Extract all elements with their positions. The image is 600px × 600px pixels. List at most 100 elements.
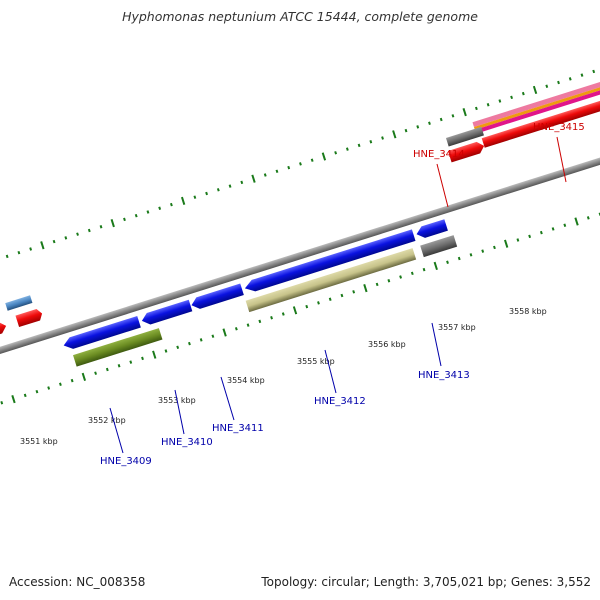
scale-tick-minor (422, 267, 426, 272)
scale-tick-minor (0, 401, 4, 405)
scale-tick-minor (158, 206, 162, 211)
scale-label-3554: 3554 kbp (227, 376, 265, 385)
scale-tick-minor (258, 319, 262, 324)
lightblue-feature[interactable] (5, 295, 33, 311)
scale-tick-minor (457, 256, 461, 261)
scale-tick-minor (188, 341, 191, 346)
scale-tick-major (504, 239, 509, 248)
scale-tick-minor (510, 95, 514, 100)
gene-label-hne-3414[interactable]: HNE_3414 (413, 149, 465, 160)
scale-tick-major (433, 261, 438, 271)
scale-tick-minor (545, 84, 549, 88)
blue-cds-3410[interactable] (140, 299, 193, 327)
scale-tick-minor (586, 216, 590, 220)
gene-label-hne-3410[interactable]: HNE_3410 (161, 437, 213, 448)
scale-tick-minor (568, 77, 572, 81)
scale-tick-minor (528, 234, 532, 239)
scale-tick-minor (317, 301, 320, 305)
scale-tick-minor (428, 121, 431, 125)
red-cds-left-a[interactable] (0, 320, 8, 339)
scale-tick-minor (275, 169, 279, 174)
scale-tick-minor (305, 304, 309, 309)
scale-tick-minor (493, 245, 496, 250)
scale-tick-minor (29, 247, 33, 251)
scale-tick-minor (345, 147, 349, 151)
scale-tick-minor (598, 212, 600, 216)
gray-gene-3413[interactable] (420, 235, 458, 258)
scale-tick-major (574, 217, 579, 226)
gene-label-hne-3409[interactable]: HNE_3409 (100, 456, 152, 467)
scale-tick-minor (580, 73, 584, 77)
scale-tick-minor (17, 250, 21, 255)
genome-summary-label: Topology: circular; Length: 3,705,021 bp… (261, 575, 591, 589)
red-cds-left-b[interactable] (15, 308, 43, 328)
scale-tick-minor (205, 191, 209, 196)
outer-scale-track (5, 69, 596, 259)
scale-tick-minor (129, 360, 133, 364)
scale-tick-minor (76, 232, 79, 236)
scale-tick-minor (299, 162, 302, 166)
scale-tick-minor (246, 323, 250, 327)
scale-tick-minor (270, 315, 273, 320)
scale-tick-minor (234, 327, 238, 331)
gene-label-hne-3415[interactable]: HNE_3415 (533, 122, 585, 133)
genome-backbone (0, 130, 600, 366)
scale-tick-minor (134, 213, 138, 218)
blue-cds-3409[interactable] (62, 316, 141, 351)
scale-label-3556: 3556 kbp (368, 340, 406, 349)
scale-tick-minor (416, 125, 420, 129)
scale-tick-major (363, 284, 368, 293)
scale-label-3558: 3558 kbp (509, 307, 547, 316)
scale-tick-minor (328, 297, 332, 301)
scale-tick-minor (164, 349, 168, 353)
scale-tick-minor (340, 293, 344, 298)
leader-3415 (556, 136, 567, 183)
scale-tick-major (292, 306, 298, 315)
scale-tick-minor (5, 254, 9, 259)
genome-title: Hyphomonas neptunium ATCC 15444, complet… (122, 9, 478, 24)
scale-tick-minor (240, 180, 244, 185)
scale-tick-minor (99, 225, 103, 229)
scale-tick-minor (70, 378, 74, 383)
gene-label-hne-3413[interactable]: HNE_3413 (418, 370, 470, 381)
scale-tick-minor (35, 389, 39, 394)
scale-tick-minor (498, 99, 502, 103)
scale-tick-minor (592, 69, 596, 74)
scale-tick-minor (334, 151, 338, 155)
scale-tick-minor (281, 312, 285, 316)
gene-label-hne-3411[interactable]: HNE_3411 (212, 423, 264, 434)
scale-tick-major (81, 372, 87, 382)
scale-tick-minor (123, 217, 126, 222)
accession-label: Accession: NC_008358 (9, 575, 146, 589)
scale-tick-major (392, 130, 397, 139)
gene-label-hne-3412[interactable]: HNE_3412 (314, 396, 366, 407)
red-cds-3414[interactable] (447, 140, 486, 163)
scale-tick-minor (563, 223, 567, 227)
green-gene-3409[interactable] (73, 328, 163, 367)
scale-tick-minor (410, 271, 414, 276)
scale-tick-major (532, 85, 538, 95)
scale-tick-minor (352, 290, 356, 294)
pink-feature-band (472, 56, 600, 128)
gray-gene-3414[interactable] (445, 126, 484, 147)
scale-tick-minor (176, 345, 180, 350)
leader-3411 (220, 376, 235, 421)
scale-tick-minor (47, 386, 51, 390)
blue-cds-3412[interactable] (243, 229, 416, 294)
scale-tick-minor (439, 117, 443, 122)
scale-tick-minor (357, 143, 361, 148)
blue-cds-3413[interactable] (415, 219, 448, 240)
blue-cds-3411[interactable] (190, 283, 244, 311)
leader-3409 (109, 407, 124, 454)
scale-tick-minor (369, 139, 373, 144)
red-cds-3415[interactable] (481, 73, 600, 148)
scale-tick-minor (199, 338, 203, 342)
scale-tick-minor (469, 253, 473, 257)
khaki-gene-3412[interactable] (245, 248, 417, 313)
orange-feature-band (473, 60, 600, 130)
scale-tick-minor (58, 382, 62, 387)
scale-tick-minor (387, 278, 391, 283)
scale-tick-minor (451, 114, 455, 118)
magenta-feature-band (474, 63, 600, 134)
scale-tick-minor (404, 128, 408, 133)
